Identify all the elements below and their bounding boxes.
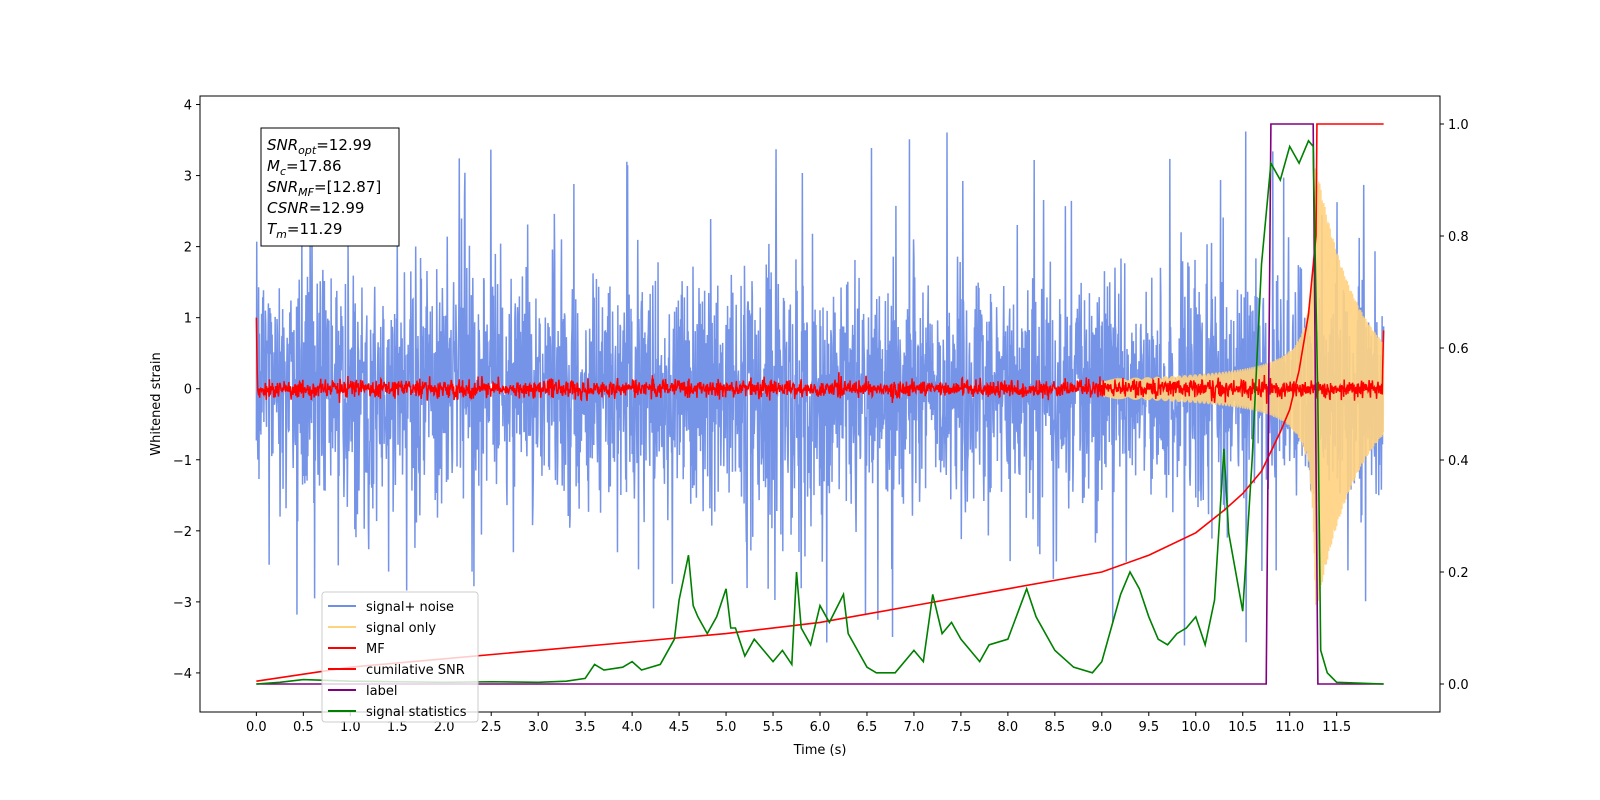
legend-label: signal+ noise: [366, 600, 454, 615]
x-tick-label: 0.0: [246, 720, 267, 735]
x-tick-label: 5.0: [716, 720, 737, 735]
y-tick-label: 0: [184, 383, 192, 398]
x-tick-label: 6.5: [857, 720, 878, 735]
series-mf-line: [255, 317, 1385, 404]
x-tick-label: 1.5: [387, 720, 408, 735]
annotation-frame: [260, 127, 400, 247]
x-tick-label: 7.5: [951, 720, 972, 735]
axes: 0.0 0.5 1.0 1.5 2.0 2.5 3.0 3.5 4.0 4.5 5.0 5.5 6.0 6…: [173, 99, 1469, 735]
y2-tick-label: 0.0: [1448, 678, 1469, 693]
x-tick-label: 2.0: [434, 720, 455, 735]
x-tick-label: 7.0: [904, 720, 925, 735]
plot-area: [255, 123, 1385, 685]
annotation-line: SNRopt=12.99: [267, 136, 372, 157]
y-tick-label: −1: [173, 454, 192, 469]
y-tick-label: 3: [184, 170, 192, 185]
x-tick-label: 8.5: [1045, 720, 1066, 735]
annotation-line: SNRMF=[12.87]: [267, 178, 381, 199]
legend-label: signal statistics: [366, 705, 467, 720]
x-tick-label: 1.0: [340, 720, 361, 735]
x-tick-label: 9.5: [1138, 720, 1159, 735]
legend-frame: [321, 591, 479, 723]
y2-tick-label: 0.4: [1448, 454, 1469, 469]
y2-tick-label: 0.2: [1448, 566, 1469, 581]
series-label-line: [256, 123, 1384, 685]
y-tick-label: −4: [173, 667, 192, 682]
y2-tick-label: 0.6: [1448, 342, 1469, 357]
x-tick-label: 11.5: [1322, 720, 1351, 735]
legend: signal+ noise signal only MF cumilative SNR…: [321, 591, 479, 723]
annotation-line: CSNR=12.99: [267, 199, 364, 217]
y2-tick-label: 1.0: [1448, 118, 1469, 133]
x-tick-label: 4.0: [622, 720, 643, 735]
x-tick-label: 3.0: [528, 720, 549, 735]
x-tick-label: 2.5: [481, 720, 502, 735]
x-tick-label: 3.5: [575, 720, 596, 735]
x-tick-label: 5.5: [763, 720, 784, 735]
legend-label: MF: [366, 642, 385, 657]
y-tick-label: 4: [184, 99, 192, 114]
y-tick-label: −3: [173, 596, 192, 611]
annotation-line: Mc=17.86: [267, 157, 342, 178]
y-tick-label: −2: [173, 525, 192, 540]
legend-label: cumilative SNR: [366, 663, 465, 678]
legend-label: label: [366, 684, 397, 699]
legend-label: signal only: [366, 621, 436, 636]
x-tick-label: 4.5: [669, 720, 690, 735]
series-signal-statistics-line: [256, 139, 1384, 685]
x-axis-label: Time (s): [793, 743, 847, 758]
y-axis-label: Whitened strain: [149, 352, 164, 455]
x-tick-label: 11.0: [1275, 720, 1304, 735]
x-tick-label: 9.0: [1091, 720, 1112, 735]
x-tick-label: 6.0: [810, 720, 831, 735]
y-tick-label: 2: [184, 241, 192, 256]
series-cumilative-snr-line: [256, 123, 1384, 682]
annotation-box: SNRopt=12.99 Mc=17.86 SNRMF=[12.87] CSNR…: [260, 127, 400, 247]
x-tick-label: 8.0: [998, 720, 1019, 735]
y2-tick-label: 0.8: [1448, 230, 1469, 245]
x-tick-label: 10.5: [1228, 720, 1257, 735]
x-tick-label: 10.0: [1181, 720, 1210, 735]
series-signal-noise-line: [255, 131, 1385, 646]
y-tick-label: 1: [184, 312, 192, 327]
annotation-line: Tm=11.29: [267, 220, 342, 241]
x-tick-label: 0.5: [293, 720, 314, 735]
